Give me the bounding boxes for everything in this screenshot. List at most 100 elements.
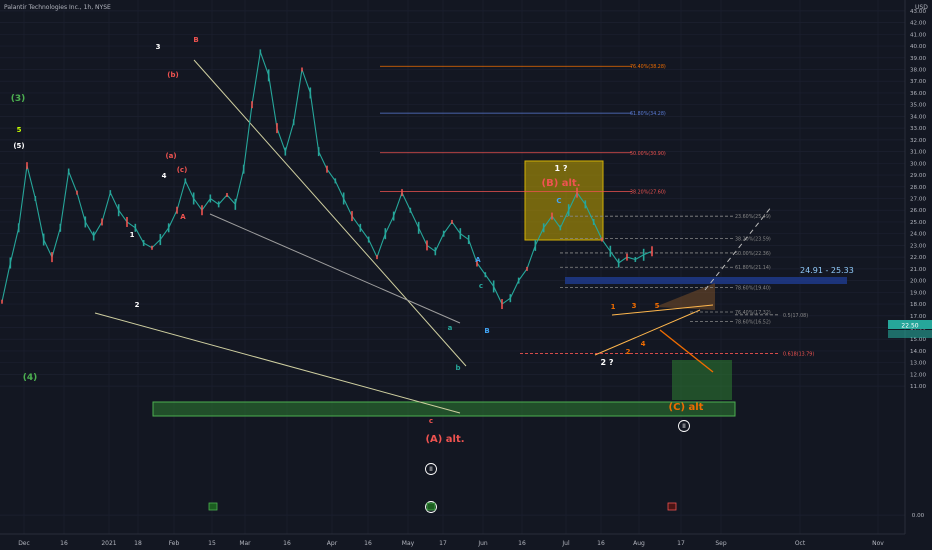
trendline-b: [94, 312, 461, 414]
fib-label: 23.60%(25.49): [735, 214, 771, 220]
projection-arrow-down: [659, 329, 714, 373]
x-tick-label: 17: [439, 540, 447, 547]
circled-wave-marker: [425, 501, 437, 513]
earnings-marker[interactable]: [426, 502, 436, 511]
y-tick-label: 22.00: [910, 255, 926, 261]
y-tick-label: 28.00: [910, 185, 926, 191]
wave-label: 2: [135, 301, 140, 309]
y-tick-label: 34.00: [910, 114, 926, 120]
wave-label: 1 ?: [555, 164, 568, 173]
time-axis[interactable]: [0, 534, 932, 550]
fib-label: 78.60%(19.40): [735, 286, 771, 292]
y-tick-label: 36.00: [910, 91, 926, 97]
y-tick-label: 41.00: [910, 32, 926, 38]
wave-label: C: [556, 197, 561, 205]
y-tick-label: 32.00: [910, 138, 926, 144]
wave-label: c: [429, 417, 433, 425]
earnings-marker[interactable]: [208, 502, 218, 511]
projection-triangle: [655, 283, 715, 310]
y-tick-label: 39.00: [910, 56, 926, 62]
wave-label: (B) alt.: [542, 178, 581, 189]
y-tick-label: 0.00: [912, 513, 925, 519]
y-tick-label: 35.00: [910, 103, 926, 109]
y-tick-label: 26.00: [910, 208, 926, 214]
y-tick-label: 40.00: [910, 44, 926, 50]
x-tick-label: 2021: [101, 540, 116, 547]
wave-label: A: [475, 256, 481, 264]
circled-wave-marker: [425, 463, 437, 475]
wave-label: (b): [167, 71, 178, 79]
circled-wave-marker: [678, 420, 690, 432]
chart-title: Palantir Technologies Inc., 1h, NYSE: [4, 4, 111, 11]
trendline-c: [209, 213, 461, 324]
wave-labels: (3) 5 (4) 3 B A 4 1 2 (b) (a)(c) (5) c (A) alt. A B C 1 ?…: [11, 36, 704, 513]
x-tick-label: 15: [208, 540, 216, 547]
trendline-a: [193, 59, 467, 367]
x-tick-label: Mar: [239, 540, 251, 547]
wave-label: 2 ?: [601, 358, 614, 367]
x-tick-label: Oct: [795, 540, 806, 547]
wave-label: (A) alt.: [425, 434, 464, 445]
x-tick-label: Nov: [872, 540, 884, 547]
wave-label: 3: [156, 43, 161, 51]
x-tick-label: Jul: [561, 540, 570, 547]
currency-label: USD: [915, 4, 928, 11]
y-tick-label: 23.00: [910, 243, 926, 249]
y-tick-label: 21.00: [910, 267, 926, 273]
x-tick-label: 16: [283, 540, 291, 547]
wave-label: (c): [177, 166, 188, 174]
x-tick-label: Aug: [633, 540, 645, 547]
y-tick-label: 24.00: [910, 232, 926, 238]
fib-levels: 76.40%(38.28) 61.80%(34.28) 50.00%(30.90) 3…: [380, 64, 854, 357]
wave-label: 4: [162, 172, 167, 180]
x-tick-label: 16: [518, 540, 526, 547]
y-tick-label: 13.00: [910, 361, 926, 367]
target-zone-green: [672, 360, 732, 400]
x-tick-label: 16: [60, 540, 68, 547]
fib-label: 0.618(13.79): [783, 351, 814, 357]
last-price-badge: [888, 320, 932, 329]
x-tick-label: Dec: [18, 540, 30, 547]
x-tick-label: 18: [134, 540, 142, 547]
y-tick-label: 14.00: [910, 349, 926, 355]
fib-label: 76.40%(38.28): [630, 64, 666, 70]
y-tick-label: 12.00: [910, 372, 926, 378]
wave-label: 1: [611, 303, 616, 311]
wave-label: (4): [23, 373, 38, 383]
y-tick-label: 29.00: [910, 173, 926, 179]
price-axis[interactable]: [905, 0, 932, 550]
x-tick-label: Feb: [169, 540, 180, 547]
y-tick-label: 18.00: [910, 302, 926, 308]
circled-wave-label: II: [429, 466, 433, 473]
price-series: [1, 49, 653, 310]
y-tick-label: 25.00: [910, 220, 926, 226]
y-tick-label: 15.00: [910, 337, 926, 343]
fib-label: 50.00%(22.36): [735, 251, 771, 257]
wave-label: c: [479, 282, 483, 290]
fib-label: 0.5(17.08): [783, 313, 808, 319]
wave-label: A: [180, 213, 186, 221]
x-tick-label: Jun: [477, 540, 488, 547]
earnings-marker[interactable]: [667, 502, 677, 511]
x-tick-label: 16: [364, 540, 372, 547]
fib-label: 50.00%(30.90): [630, 151, 666, 157]
wave-label: b: [455, 364, 460, 372]
y-tick-label: 31.00: [910, 150, 926, 156]
y-axis-ticks: 0.0011.0012.0013.0014.0015.0016.0017.001…: [910, 9, 926, 519]
fib-label: 78.60%(16.52): [735, 319, 771, 325]
wave-label: 3: [632, 302, 637, 310]
fib-label: 61.80%(34.28): [630, 111, 666, 117]
x-tick-label: May: [402, 540, 415, 547]
y-tick-label: 42.00: [910, 21, 926, 27]
fib-label: 61.80%(21.14): [735, 265, 771, 271]
resistance-zone-label: 24.91 - 25.33: [800, 266, 854, 275]
triangle-lower: [594, 309, 701, 356]
y-tick-label: 33.00: [910, 126, 926, 132]
x-tick-label: 16: [597, 540, 605, 547]
wave-label: 5: [17, 126, 22, 134]
wave-label: (a): [165, 152, 176, 160]
y-tick-label: 19.00: [910, 290, 926, 296]
y-tick-label: 27.00: [910, 197, 926, 203]
